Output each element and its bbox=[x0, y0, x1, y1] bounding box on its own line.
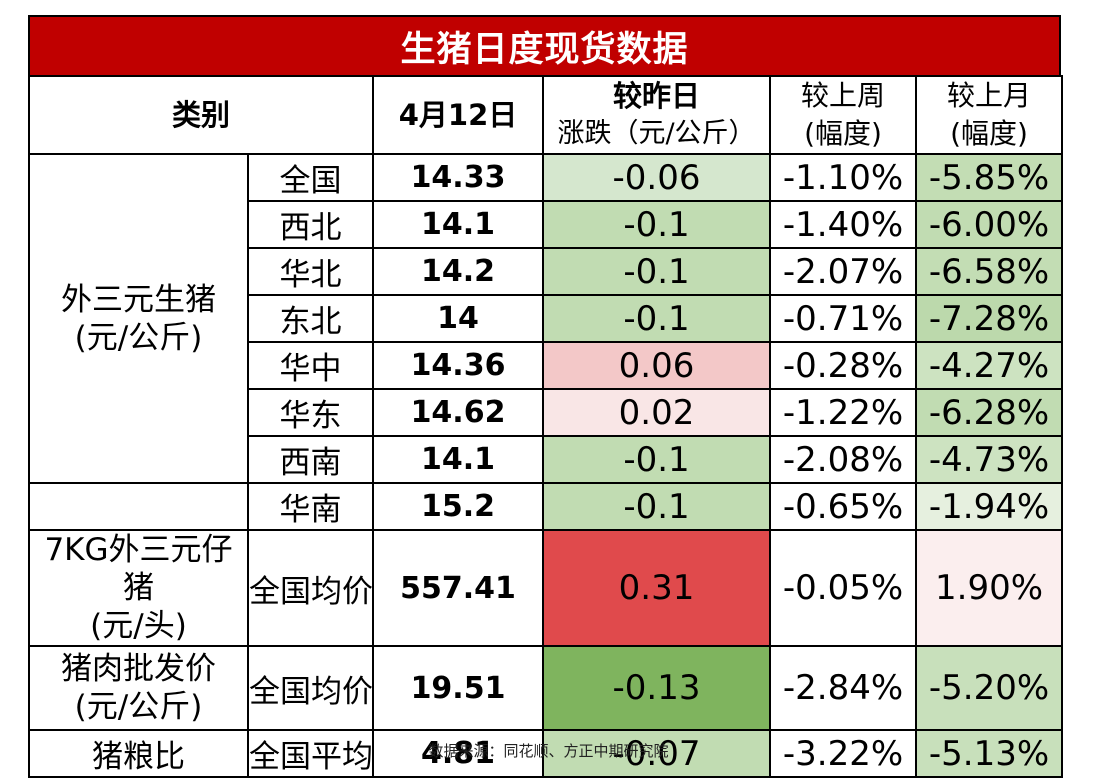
region-cell: 全国 bbox=[246, 153, 375, 202]
week-change-cell: -2.07% bbox=[769, 247, 918, 296]
table-row: 外三元生猪 (元/公斤) 全国 14.33 -0.06 -1.10% -5.85… bbox=[28, 153, 1064, 484]
table-row: 华南 15.2 -0.1 -0.65% -1.94% bbox=[28, 482, 1064, 531]
group-label-pork: 猪肉批发价 (元/公斤) bbox=[28, 645, 249, 731]
daily-change-cell: -0.1 bbox=[542, 294, 772, 343]
header-date: 4月12日 bbox=[372, 75, 545, 155]
region-cell: 全国均价 bbox=[246, 529, 375, 647]
daily-change-cell: -0.1 bbox=[542, 482, 772, 531]
spot-data-table: 类别 4月12日 较昨日 涨跌（元/公斤） 较上周 (幅度) 较上月 (幅度) bbox=[27, 75, 1064, 778]
daily-change-cell: -0.06 bbox=[542, 153, 772, 202]
header-month-change: 较上月 (幅度) bbox=[915, 75, 1064, 155]
week-change-cell: -2.84% bbox=[769, 645, 918, 731]
region-cell: 西南 bbox=[246, 435, 375, 484]
price-cell: 14.1 bbox=[372, 200, 545, 249]
header-week-line2: (幅度) bbox=[804, 117, 882, 150]
month-change-cell: -7.28% bbox=[915, 294, 1064, 343]
month-change-cell: -4.27% bbox=[915, 341, 1064, 390]
table-row: 华东 14.62 0.02 -1.22% -6.28% bbox=[29, 388, 1064, 437]
region-cell: 西北 bbox=[246, 200, 375, 249]
price-cell: 14.1 bbox=[372, 435, 545, 484]
week-change-cell: -0.28% bbox=[769, 341, 918, 390]
daily-change-cell: -0.1 bbox=[542, 200, 772, 249]
region-cell: 华南 bbox=[246, 482, 375, 531]
group-hog-line2: (元/公斤) bbox=[74, 319, 203, 356]
price-cell: 14.2 bbox=[372, 247, 545, 296]
daily-change-cell: -0.13 bbox=[542, 645, 772, 731]
table-row: 西北 14.1 -0.1 -1.40% -6.00% bbox=[29, 200, 1064, 249]
price-cell: 14.36 bbox=[372, 341, 545, 390]
month-change-cell: 1.90% bbox=[915, 529, 1064, 647]
price-cell: 15.2 bbox=[372, 482, 545, 531]
group-label-hog: 外三元生猪 (元/公斤) bbox=[28, 153, 249, 484]
week-change-cell: -1.10% bbox=[769, 153, 918, 202]
header-daily-change-line1: 较昨日 bbox=[613, 79, 701, 113]
region-cell: 东北 bbox=[246, 294, 375, 343]
header-week-change: 较上周 (幅度) bbox=[769, 75, 918, 155]
week-change-cell: -0.05% bbox=[769, 529, 918, 647]
month-change-cell: -1.94% bbox=[915, 482, 1064, 531]
header-month-line1: 较上月 bbox=[947, 79, 1032, 112]
month-change-cell: -6.28% bbox=[915, 388, 1064, 437]
group-pork-line2: (元/公斤) bbox=[74, 689, 203, 725]
data-source-note: 数据来源：同花顺、方正中期研究院 bbox=[428, 742, 669, 760]
table-row: 华北 14.2 -0.1 -2.07% -6.58% bbox=[29, 247, 1064, 296]
table-row: 7KG外三元仔猪 (元/头) 全国均价 557.41 0.31 -0.05% 1… bbox=[28, 529, 1064, 647]
month-change-cell: -5.20% bbox=[915, 645, 1064, 731]
week-change-cell: -2.08% bbox=[769, 435, 918, 484]
month-change-cell: -5.85% bbox=[915, 153, 1064, 202]
group-hog-line1: 外三元生猪 bbox=[61, 281, 216, 318]
daily-change-cell: 0.31 bbox=[542, 529, 772, 647]
region-cell: 全国均价 bbox=[246, 645, 375, 731]
table-row: 猪粮比 全国平均 4.81 -0.07 -3.22% -5.13% bbox=[28, 729, 1064, 778]
month-change-cell: -6.00% bbox=[915, 200, 1064, 249]
region-cell: 华北 bbox=[246, 247, 375, 296]
price-cell: 14.33 bbox=[372, 153, 545, 202]
group-label-piglet: 7KG外三元仔猪 (元/头) bbox=[28, 529, 249, 647]
header-month-line2: (幅度) bbox=[950, 117, 1028, 150]
price-cell: 19.51 bbox=[372, 645, 545, 731]
spot-data-table-sheet: 生猪日度现货数据 类别 4月12日 较昨日 涨跌（元/公斤） 较上周 (幅度) bbox=[27, 15, 1064, 778]
daily-change-cell: 0.06 bbox=[542, 341, 772, 390]
week-change-cell: -1.40% bbox=[769, 200, 918, 249]
week-change-cell: -0.65% bbox=[769, 482, 918, 531]
group-pork-line1: 猪肉批发价 bbox=[61, 651, 216, 687]
daily-change-cell: 0.02 bbox=[542, 388, 772, 437]
price-cell: 14 bbox=[372, 294, 545, 343]
header-week-line1: 较上周 bbox=[801, 79, 886, 112]
header-daily-change: 较昨日 涨跌（元/公斤） bbox=[542, 75, 772, 155]
group-piglet-line1: 7KG外三元仔猪 bbox=[44, 532, 233, 606]
table-row: 华中 14.36 0.06 -0.28% -4.27% bbox=[29, 341, 1064, 390]
header-daily-change-line2: 涨跌（元/公斤） bbox=[557, 118, 756, 149]
header-category: 类别 bbox=[27, 75, 375, 155]
table-row: 猪肉批发价 (元/公斤) 全国均价 19.51 -0.13 -2.84% -5.… bbox=[28, 645, 1064, 731]
table-title: 生猪日度现货数据 bbox=[28, 15, 1061, 75]
group-piglet-line2: (元/头) bbox=[90, 608, 187, 644]
region-cell: 华东 bbox=[246, 388, 375, 437]
table-row: 东北 14 -0.1 -0.71% -7.28% bbox=[29, 294, 1064, 343]
month-change-cell: -4.73% bbox=[915, 435, 1064, 484]
month-change-cell: -6.58% bbox=[915, 247, 1064, 296]
table-row: 西南 14.1 -0.1 -2.08% -4.73% bbox=[29, 435, 1064, 484]
week-change-cell: -0.71% bbox=[769, 294, 918, 343]
daily-change-cell: -0.1 bbox=[542, 247, 772, 296]
region-cell: 华中 bbox=[246, 341, 375, 390]
price-cell: 557.41 bbox=[372, 529, 545, 647]
week-change-cell: -1.22% bbox=[769, 388, 918, 437]
price-cell: 14.62 bbox=[372, 388, 545, 437]
daily-change-cell: -0.1 bbox=[542, 435, 772, 484]
empty-group-cell bbox=[28, 482, 249, 531]
header-row: 类别 4月12日 较昨日 涨跌（元/公斤） 较上周 (幅度) 较上月 (幅度) bbox=[27, 75, 1064, 155]
